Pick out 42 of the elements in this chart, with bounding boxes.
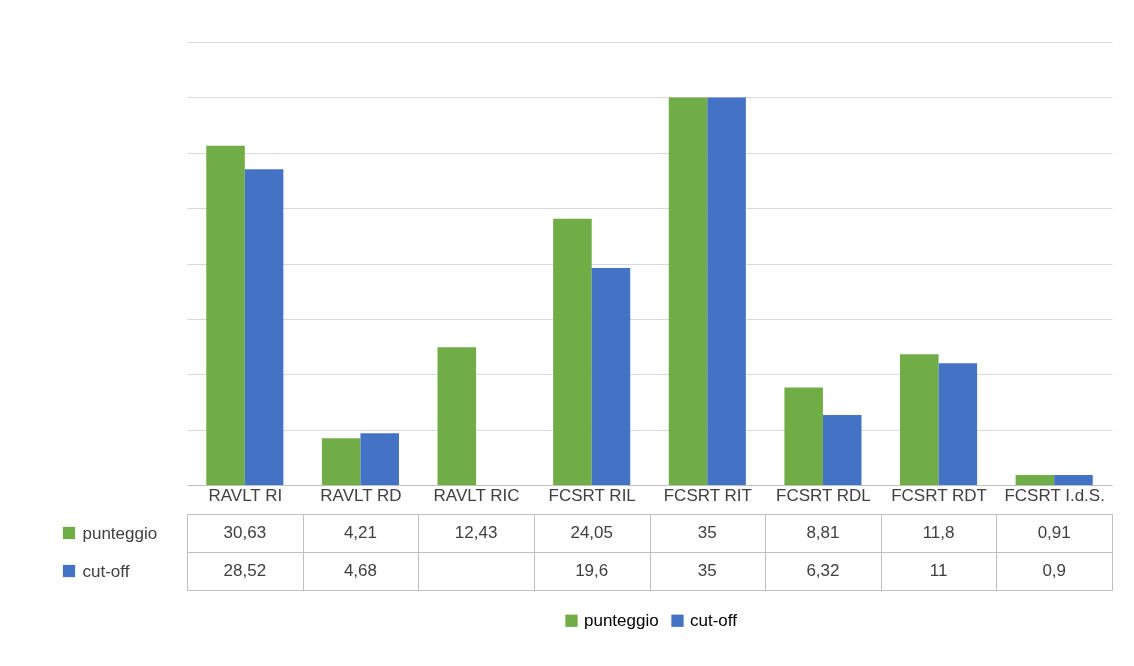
text: punteggio xyxy=(584,610,659,630)
bar xyxy=(360,433,399,485)
bar xyxy=(244,169,284,485)
data-label: 4,21 xyxy=(343,523,377,542)
bar xyxy=(822,415,862,485)
x-tick-label: FCSRT I.d.S. xyxy=(1004,485,1105,505)
x-tick-label: RAVLT RIC xyxy=(433,485,520,505)
bar xyxy=(1054,475,1093,485)
data-label: 0,91 xyxy=(1037,523,1071,542)
x-tick-label: FCSRT RIT xyxy=(663,485,752,505)
data-label: 19,6 xyxy=(575,561,609,580)
data-label: 4,68 xyxy=(343,561,377,580)
data-label: 6,32 xyxy=(806,561,840,580)
data-label: 8,81 xyxy=(806,523,840,542)
data-label: 0,9 xyxy=(1042,561,1067,580)
bar xyxy=(668,97,708,485)
bar xyxy=(1015,474,1055,485)
x-tick-label: FCSRT RDT xyxy=(891,485,987,505)
data-label: 24,05 xyxy=(570,523,613,542)
bar xyxy=(591,267,631,485)
bar xyxy=(553,218,592,485)
x-tick-label: FCSRT RIL xyxy=(548,485,636,505)
data-label: 28,52 xyxy=(223,561,267,580)
x-tick-label: FCSRT RDL xyxy=(776,485,871,505)
legend-label: punteggio xyxy=(82,523,158,543)
data-label: 30,63 xyxy=(223,523,267,542)
bar xyxy=(938,363,978,485)
bar xyxy=(707,97,746,485)
x-tick-label: RAVLT RD xyxy=(320,485,402,505)
data-label: 11,8 xyxy=(922,523,955,542)
bar xyxy=(437,347,477,485)
legend-label: cut-off xyxy=(690,610,738,630)
x-tick-label: RAVLT RI xyxy=(208,485,283,505)
text: cut-off xyxy=(82,561,130,581)
data-label: 12,43 xyxy=(454,523,498,542)
bar xyxy=(900,354,939,485)
bar xyxy=(321,438,361,485)
data-label: 35 xyxy=(697,561,717,580)
data-label: 11 xyxy=(929,561,948,580)
bar xyxy=(784,387,823,485)
data-label: 35 xyxy=(697,523,717,542)
bar xyxy=(206,145,245,485)
